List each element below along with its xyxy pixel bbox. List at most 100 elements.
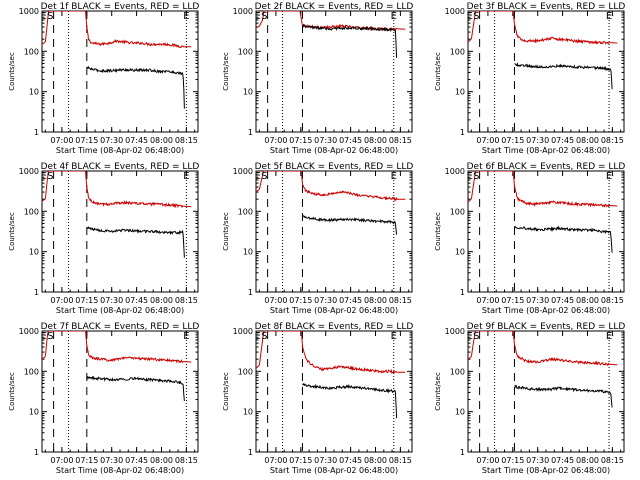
x-tick-label: 08:00 xyxy=(364,456,387,465)
series-lld-line xyxy=(42,11,192,49)
x-axis-label: Start Time (08-Apr-02 06:48:00) xyxy=(56,466,184,475)
x-tick-label: 07:00 xyxy=(476,136,499,145)
y-tick-label: 1 xyxy=(248,288,253,297)
x-tick-label: 07:00 xyxy=(264,456,287,465)
y-tick-label: 10 xyxy=(29,248,39,257)
y-tick-label: 1000 xyxy=(233,327,253,336)
marker-label-e: E xyxy=(40,331,46,342)
y-tick-label: 10 xyxy=(243,248,253,257)
x-axis-label: Start Time (08-Apr-02 06:48:00) xyxy=(270,146,398,155)
panel-det-7: Det 7f BLACK = Events, RED = LLD 1 10 100 10… xyxy=(8,322,199,475)
x-tick-label: 07:15 xyxy=(501,456,524,465)
x-tick-label: 07:30 xyxy=(100,296,123,305)
x-tick-label: 07:15 xyxy=(501,136,524,145)
series-lld-line xyxy=(42,171,192,209)
y-axis-label: Counts/sec xyxy=(434,212,442,251)
marker-label-e: E xyxy=(466,331,472,342)
marker-label-e: E xyxy=(606,331,612,342)
y-tick-label: 1000 xyxy=(445,327,465,336)
x-axis-label: Start Time (08-Apr-02 06:48:00) xyxy=(270,466,398,475)
x-tick-label: 07:15 xyxy=(75,456,98,465)
series-events-line xyxy=(514,61,613,90)
y-tick-label: 100 xyxy=(450,367,465,376)
marker-label-e: E xyxy=(606,11,612,22)
x-tick-label: 07:30 xyxy=(314,456,337,465)
x-tick-label: 07:30 xyxy=(314,296,337,305)
y-tick-label: 100 xyxy=(238,207,253,216)
x-tick-label: 07:00 xyxy=(50,296,73,305)
x-tick-label: 08:15 xyxy=(175,136,198,145)
x-tick-label: 07:15 xyxy=(75,296,98,305)
marker-label-s: S xyxy=(261,11,267,22)
marker-label-s: S xyxy=(473,11,479,22)
x-tick-label: 08:00 xyxy=(150,456,173,465)
marker-label-e: E xyxy=(391,11,397,22)
x-axis-label: Start Time (08-Apr-02 06:48:00) xyxy=(482,306,610,315)
x-tick-label: 07:45 xyxy=(551,136,574,145)
y-tick-label: 100 xyxy=(450,207,465,216)
panel-det-8: Det 8f BLACK = Events, RED = LLD 1 10 100 10… xyxy=(222,322,413,475)
x-axis-label: Start Time (08-Apr-02 06:48:00) xyxy=(56,146,184,155)
y-tick-label: 1 xyxy=(248,128,253,137)
x-tick-label: 07:30 xyxy=(100,456,123,465)
panel-title: Det 3f BLACK = Events, RED = LLD xyxy=(467,2,626,12)
y-tick-label: 1000 xyxy=(233,167,253,176)
x-tick-label: 07:45 xyxy=(125,456,148,465)
y-tick-label: 10 xyxy=(455,248,465,257)
marker-label-s: S xyxy=(473,171,479,182)
x-tick-label: 08:00 xyxy=(150,136,173,145)
x-tick-label: 07:45 xyxy=(125,296,148,305)
y-axis-label: Counts/sec xyxy=(8,212,16,251)
x-tick-label: 08:00 xyxy=(364,136,387,145)
series-lld-line xyxy=(256,11,406,32)
series-events-line xyxy=(302,382,398,419)
marker-label-e: E xyxy=(466,171,472,182)
series-lld-line xyxy=(468,171,618,208)
panel-det-9: Det 9f BLACK = Events, RED = LLD 1 10 100 10… xyxy=(434,322,625,475)
series-lld-line xyxy=(42,331,192,364)
x-tick-label: 07:00 xyxy=(476,456,499,465)
y-tick-label: 1000 xyxy=(19,7,39,16)
marker-label-e: E xyxy=(183,11,189,22)
panel-title: Det 2f BLACK = Events, RED = LLD xyxy=(255,2,414,12)
x-tick-label: 07:00 xyxy=(50,456,73,465)
x-tick-label: 08:00 xyxy=(364,296,387,305)
plot-frame xyxy=(467,10,625,133)
y-tick-label: 1000 xyxy=(233,7,253,16)
panel-title: Det 8f BLACK = Events, RED = LLD xyxy=(255,322,414,332)
y-tick-label: 1 xyxy=(248,448,253,457)
plot-frame xyxy=(41,330,199,453)
x-tick-label: 08:00 xyxy=(576,456,599,465)
y-tick-label: 1 xyxy=(34,288,39,297)
y-tick-label: 10 xyxy=(243,88,253,97)
y-tick-label: 100 xyxy=(24,367,39,376)
marker-label-e: E xyxy=(254,171,260,182)
y-tick-label: 1000 xyxy=(19,327,39,336)
series-events-line xyxy=(514,384,613,408)
x-tick-label: 07:00 xyxy=(264,136,287,145)
y-axis-label: Counts/sec xyxy=(8,52,16,91)
x-tick-label: 07:30 xyxy=(314,136,337,145)
panel-title: Det 6f BLACK = Events, RED = LLD xyxy=(467,162,626,172)
series-events-line xyxy=(86,226,185,258)
y-axis-label: Counts/sec xyxy=(434,52,442,91)
y-tick-label: 1000 xyxy=(445,7,465,16)
x-tick-label: 08:15 xyxy=(601,456,624,465)
series-events-line xyxy=(302,215,398,235)
series-lld-line xyxy=(256,171,406,202)
y-tick-label: 1 xyxy=(34,128,39,137)
x-tick-label: 08:15 xyxy=(175,456,198,465)
x-axis-label: Start Time (08-Apr-02 06:48:00) xyxy=(270,306,398,315)
y-tick-label: 1 xyxy=(460,448,465,457)
x-tick-label: 07:15 xyxy=(289,136,312,145)
x-tick-label: 07:30 xyxy=(526,296,549,305)
x-tick-label: 08:00 xyxy=(576,296,599,305)
x-tick-label: 07:30 xyxy=(526,456,549,465)
x-tick-label: 07:15 xyxy=(289,456,312,465)
panel-title: Det 4f BLACK = Events, RED = LLD xyxy=(41,162,200,172)
y-axis-label: Counts/sec xyxy=(434,372,442,411)
series-lld-line xyxy=(468,11,618,45)
y-tick-label: 1000 xyxy=(19,167,39,176)
marker-label-e: E xyxy=(40,171,46,182)
